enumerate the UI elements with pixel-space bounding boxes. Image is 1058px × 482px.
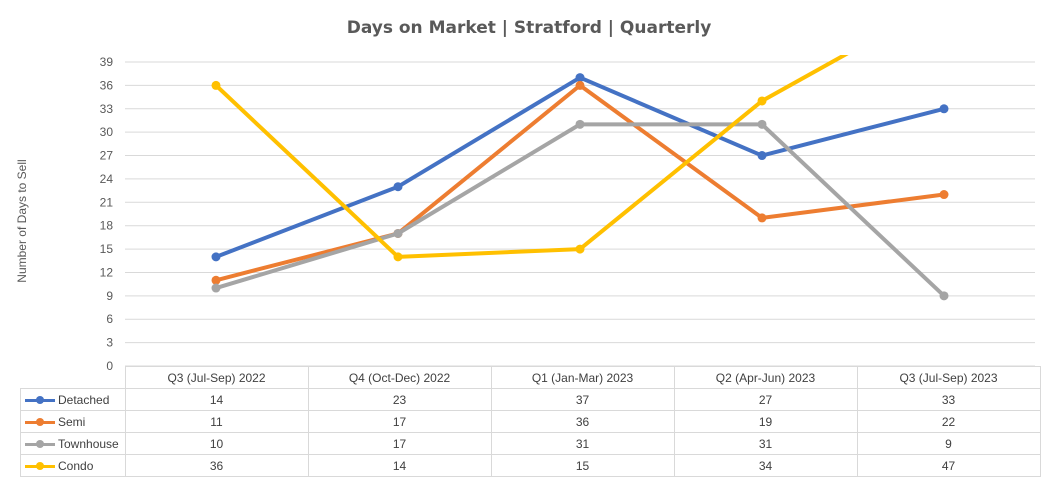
series-line-detached [214,75,946,259]
x-category-label: Q3 (Jul-Sep) 2023 [856,366,1041,389]
x-category-label: Q3 (Jul-Sep) 2022 [124,366,309,389]
y-tick-label: 9 [106,289,113,303]
y-tick-label: 0 [106,359,113,373]
data-label: 33 [856,388,1041,411]
data-point [939,291,949,301]
data-label: 31 [490,432,675,455]
data-point [575,80,585,90]
data-label: 36 [490,410,675,433]
data-point [393,252,403,262]
table-row: Semi 11 17 36 19 22 [20,410,1041,433]
data-label: 14 [307,454,492,477]
x-category-label: Q4 (Oct-Dec) 2022 [307,366,492,389]
y-tick-label: 36 [100,78,114,92]
data-point [757,96,767,106]
legend-key-icon [25,439,55,448]
data-point [757,213,767,223]
data-point [757,119,767,129]
x-category-label: Q2 (Apr-Jun) 2023 [673,366,858,389]
legend-label: Townhouse [58,436,119,451]
data-point [211,80,221,90]
data-label: 31 [673,432,858,455]
y-tick-label: 15 [100,242,114,256]
y-tick-label: 12 [100,265,114,279]
table-row: Townhouse 10 17 31 31 9 [20,432,1041,455]
y-tick-label: 3 [106,336,113,350]
data-point [939,190,949,200]
data-point [393,182,403,192]
table-row: Condo 36 14 15 34 47 [20,454,1041,477]
y-tick-label: 18 [100,219,114,233]
legend-key-icon [25,417,55,426]
data-point [211,283,221,293]
data-label: 23 [307,388,492,411]
data-label: 9 [856,432,1041,455]
y-tick-label: 21 [100,195,114,209]
data-label: 36 [124,454,309,477]
data-point [393,228,403,238]
data-point [211,252,221,262]
data-point [940,0,949,4]
data-label: 14 [124,388,309,411]
y-tick-label: 33 [100,102,114,116]
chart-title: Days on Market | Stratford | Quarterly [346,18,712,38]
data-label: 15 [490,454,675,477]
table-corner [20,366,126,389]
legend-entry: Condo [20,454,126,477]
data-point [211,275,221,285]
gridlines [125,61,1035,367]
data-label: 10 [124,432,309,455]
legend-key-icon [25,461,55,470]
legend-entry: Detached [20,388,126,411]
legend-label: Condo [58,458,94,473]
table-row: Detached 14 23 37 27 33 [20,388,1041,411]
data-label: 27 [673,388,858,411]
data-label: 11 [124,410,309,433]
data-label: 34 [673,454,858,477]
data-label: 22 [856,410,1041,433]
legend-key-icon [25,395,55,404]
y-tick-label: 30 [100,125,114,139]
data-point [575,119,585,129]
data-label: 17 [307,410,492,433]
data-label: 19 [673,410,858,433]
data-label: 47 [856,454,1041,477]
y-tick-label: 24 [100,172,114,186]
data-point [757,151,767,161]
series-lines [211,0,949,301]
legend-entry: Semi [20,410,126,433]
legend-label: Detached [58,392,110,407]
data-point [939,104,949,114]
y-tick-label: 27 [100,149,114,163]
data-table: Q3 (Jul-Sep) 2022 Q4 (Oct-Dec) 2022 Q1 (Ja… [20,366,1041,477]
data-point [575,73,585,83]
data-point [575,244,585,254]
x-category-label: Q1 (Jan-Mar) 2023 [490,366,675,389]
legend-label: Semi [58,414,86,429]
legend-entry: Townhouse [20,432,126,455]
y-tick-label: 39 [100,55,114,69]
y-tick-label: 6 [106,312,113,326]
data-label: 17 [307,432,492,455]
data-label: 37 [490,388,675,411]
